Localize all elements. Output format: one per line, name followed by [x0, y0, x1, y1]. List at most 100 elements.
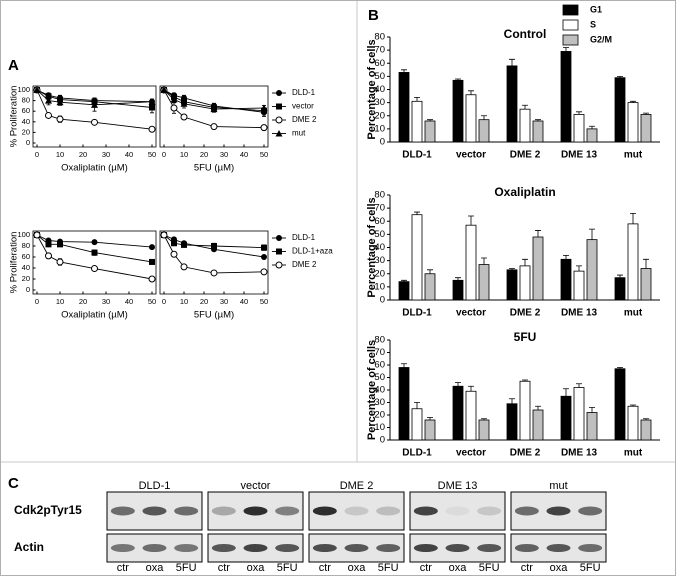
marker [148, 125, 156, 133]
group-label: DME 2 [340, 480, 374, 492]
error-bar [401, 363, 407, 368]
error-bar [522, 258, 528, 266]
bar [424, 419, 436, 441]
chart-title: Oxaliplatin [494, 185, 555, 199]
marker [149, 258, 155, 265]
marker [148, 98, 156, 105]
y-tick-label: 60 [374, 216, 385, 227]
bar [573, 114, 585, 143]
x-tick-label: 40 [125, 150, 133, 159]
lane-label: 5FU [479, 562, 500, 574]
y-axis-label: Percentage of cells [366, 197, 378, 297]
x-tick-label: 10 [56, 150, 64, 159]
error-bar [563, 388, 569, 397]
bar [532, 236, 544, 301]
blot-band [142, 506, 167, 516]
lane-label: ctr [420, 562, 433, 574]
x-axis-label: 5FU (µM) [194, 163, 234, 174]
lane-label: ctr [117, 562, 130, 574]
plot-frame [159, 85, 269, 148]
legend-swatch [562, 19, 579, 31]
error-bar [414, 96, 420, 102]
error-bar [414, 402, 420, 409]
blot-band [477, 506, 502, 516]
marker [276, 248, 282, 255]
marker [260, 268, 268, 276]
error-bar [509, 268, 515, 270]
marker [276, 90, 282, 96]
legend-label: DLD-1 [292, 233, 316, 242]
error-bar [455, 277, 461, 281]
lane-label: oxa [550, 562, 569, 574]
x-tick-label: 50 [260, 297, 268, 306]
blot-band [211, 506, 236, 516]
x-axis-label: 5FU (µM) [194, 310, 234, 321]
x-tick-label: mut [624, 308, 643, 319]
lane-label: oxa [146, 562, 165, 574]
y-axis-label: Percentage of cells [366, 340, 378, 440]
y-tick-label: 40 [22, 117, 30, 126]
bar [614, 368, 626, 441]
y-tick-label: 80 [374, 335, 385, 346]
bar [573, 270, 585, 301]
bar [640, 419, 652, 441]
y-tick-label: 20 [22, 274, 30, 283]
error-bar [414, 211, 420, 215]
marker [261, 254, 267, 260]
error-bar [563, 254, 569, 260]
x-tick-label: mut [624, 150, 643, 161]
panel-label: A [8, 57, 19, 74]
legend-label: S [590, 19, 596, 29]
panel-label: B [368, 7, 379, 24]
x-tick-label: 50 [148, 297, 156, 306]
y-tick-label: 80 [22, 241, 30, 250]
blot-band [578, 506, 603, 516]
marker [276, 235, 282, 241]
y-tick-label: 40 [374, 385, 385, 396]
error-bar [427, 417, 433, 420]
marker [180, 100, 188, 107]
error-bar [427, 119, 433, 121]
x-tick-label: 50 [148, 150, 156, 159]
x-tick-label: DME 13 [561, 448, 598, 459]
y-tick-label: 0 [380, 295, 385, 306]
chart-title: Control [504, 27, 547, 41]
bar [465, 94, 477, 143]
error-bar [522, 104, 528, 110]
bar [627, 405, 639, 441]
y-tick-label: 30 [374, 255, 385, 266]
error-bar [509, 398, 515, 404]
error-bar [481, 115, 487, 120]
marker [57, 241, 63, 248]
x-tick-label: 50 [260, 150, 268, 159]
marker [210, 105, 218, 113]
bar [532, 120, 544, 143]
marker [56, 98, 64, 106]
marker [45, 111, 52, 119]
bar [586, 128, 598, 143]
x-tick-label: 40 [240, 297, 248, 306]
x-tick-label: DME 2 [510, 150, 541, 161]
bar [465, 390, 477, 441]
x-tick-label: 20 [79, 297, 87, 306]
error-bar [643, 418, 649, 420]
blot-band [312, 506, 337, 516]
blot-band [578, 544, 603, 552]
blot-band [413, 544, 438, 552]
blot-band [275, 544, 300, 552]
y-tick-label: 50 [374, 229, 385, 240]
y-tick-label: 100 [17, 230, 30, 239]
row-label: Actin [14, 540, 44, 554]
blot-band [344, 544, 369, 552]
marker [33, 231, 41, 239]
error-bar [643, 258, 649, 269]
x-tick-label: DLD-1 [402, 308, 432, 319]
x-tick-label: 0 [162, 150, 166, 159]
blot-band [546, 544, 571, 552]
bar [560, 51, 572, 143]
marker [91, 239, 98, 246]
y-tick-label: 60 [374, 58, 385, 69]
legend-label: G1 [590, 4, 602, 14]
marker [275, 116, 283, 124]
